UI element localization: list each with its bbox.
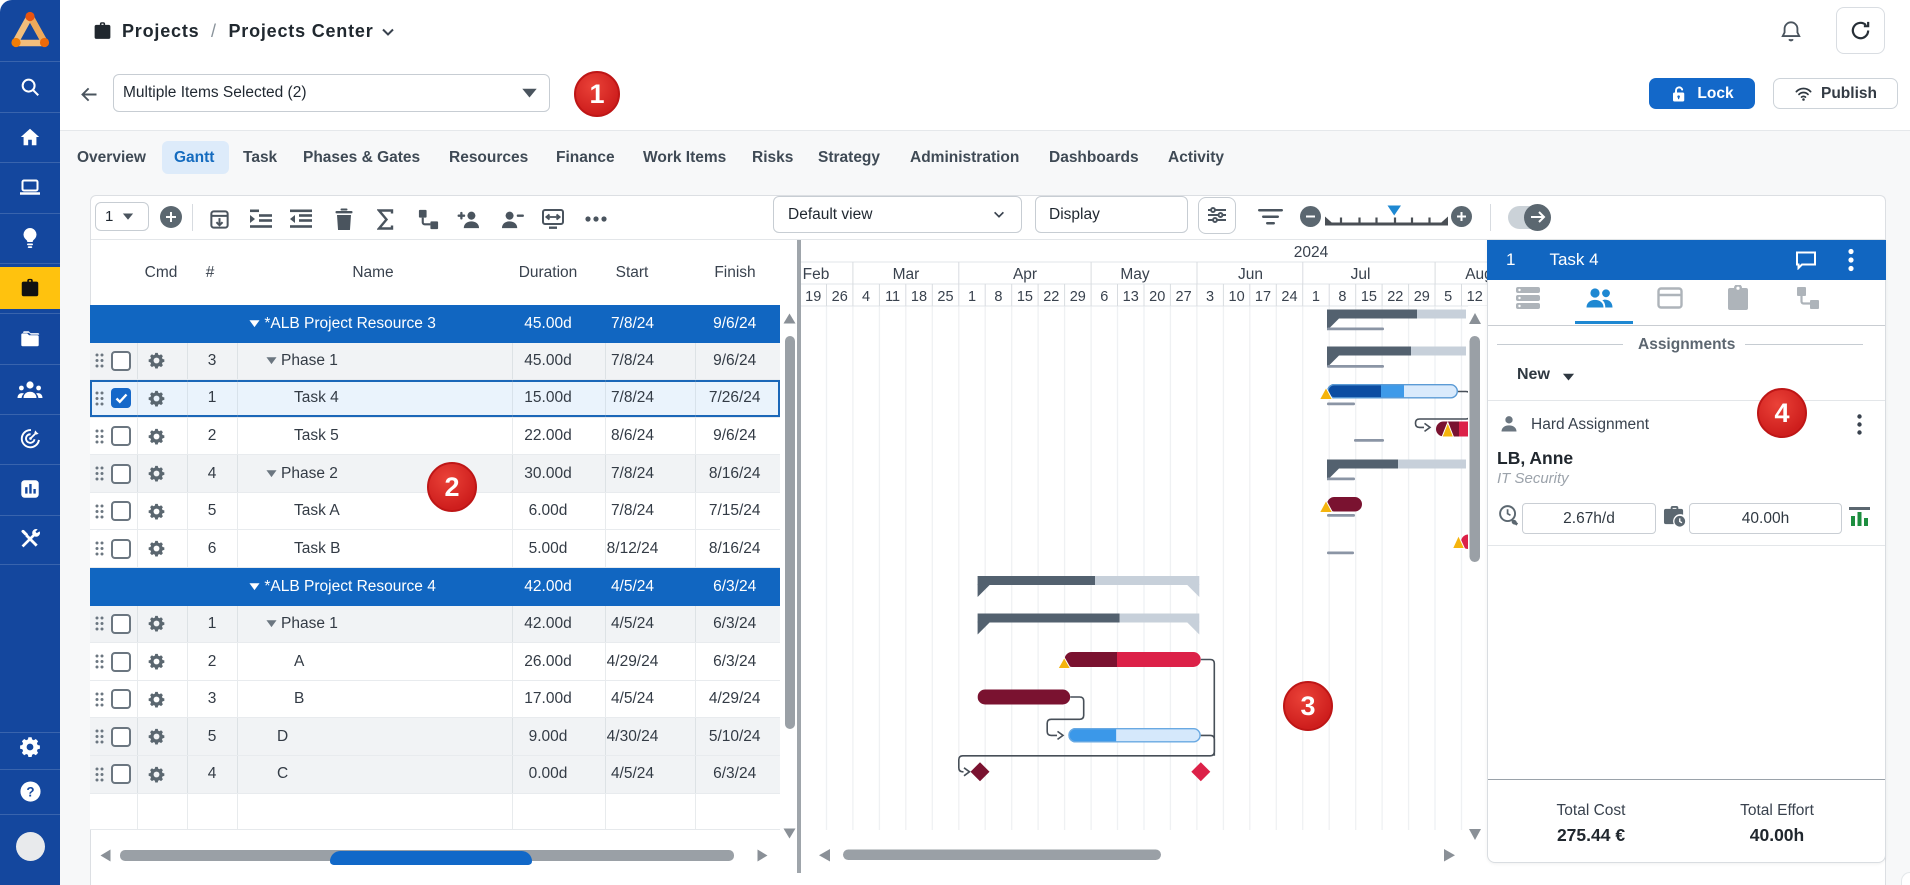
svg-text:Mar: Mar <box>893 266 920 283</box>
svg-text:10: 10 <box>1229 289 1245 305</box>
svg-text:6: 6 <box>1100 289 1108 305</box>
svg-text:17: 17 <box>1255 289 1271 305</box>
svg-text:22: 22 <box>1043 289 1059 305</box>
svg-text:8: 8 <box>1338 289 1346 305</box>
svg-text:1: 1 <box>1312 289 1320 305</box>
svg-text:25: 25 <box>937 289 953 305</box>
svg-text:26: 26 <box>832 289 848 305</box>
svg-text:Jul: Jul <box>1351 266 1371 283</box>
svg-text:May: May <box>1120 266 1150 283</box>
svg-text:1: 1 <box>968 289 976 305</box>
svg-text:?: ? <box>26 784 34 799</box>
svg-text:Jun: Jun <box>1238 266 1263 283</box>
svg-text:29: 29 <box>1414 289 1430 305</box>
svg-text:8: 8 <box>994 289 1002 305</box>
svg-text:18: 18 <box>911 289 927 305</box>
svg-text:24: 24 <box>1281 289 1297 305</box>
svg-text:3: 3 <box>1206 289 1214 305</box>
svg-text:27: 27 <box>1176 289 1192 305</box>
svg-text:15: 15 <box>1017 289 1033 305</box>
svg-text:22: 22 <box>1387 289 1403 305</box>
svg-text:15: 15 <box>1361 289 1377 305</box>
svg-text:Aug: Aug <box>1465 266 1487 283</box>
svg-text:11: 11 <box>885 289 900 305</box>
svg-text:2024: 2024 <box>1294 244 1329 261</box>
svg-text:12: 12 <box>1467 289 1483 305</box>
svg-text:4: 4 <box>862 289 870 305</box>
svg-text:5: 5 <box>1444 289 1452 305</box>
svg-text:Apr: Apr <box>1013 266 1037 283</box>
svg-text:13: 13 <box>1123 289 1139 305</box>
svg-text:Feb: Feb <box>803 266 830 283</box>
svg-text:29: 29 <box>1070 289 1086 305</box>
svg-text:20: 20 <box>1149 289 1165 305</box>
svg-text:19: 19 <box>805 289 821 305</box>
